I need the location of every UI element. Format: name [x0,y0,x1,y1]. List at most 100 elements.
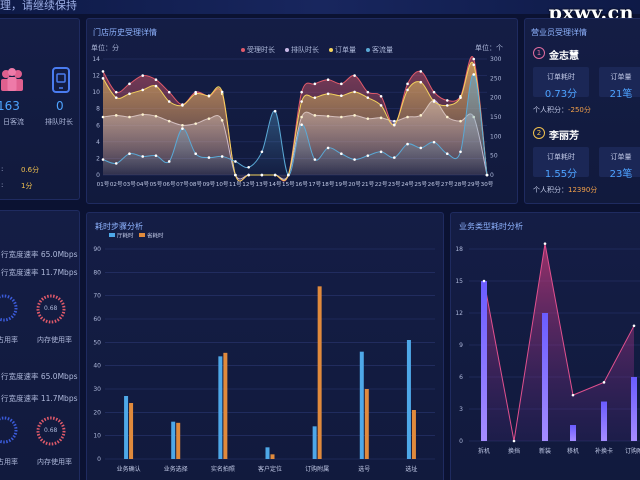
cpu-label: 占用率 [0,336,18,344]
series-point [287,173,290,177]
bar [270,454,275,459]
biz-chart-title: 业务类型耗时分析 [459,222,523,231]
series-point [167,90,171,94]
queue-label: 排队时长 [45,118,73,126]
score-value: -250分 [568,106,591,114]
x-tick-label: 06号 [163,181,176,188]
x-tick-label: 05号 [150,181,163,188]
bar [129,403,134,459]
line-area [484,243,634,441]
x-tick-label: 09号 [203,181,216,188]
x-tick-label: 27号 [441,181,454,188]
legend-swatch [109,233,115,237]
series-point [393,123,396,127]
bar [601,401,607,441]
series-point [419,80,423,84]
series-point [379,150,383,154]
history-legend: 受理时长 排队时长 订单量 客流量 [241,45,393,55]
x-tick-label: 12号 [242,181,255,188]
series-point [379,94,383,98]
big-flow-value: 163 [0,99,20,113]
series-point [154,84,158,88]
history-chart-title: 门店历史受理详情 [93,28,157,37]
legend-dot [366,48,370,52]
memory-gauge [36,416,66,446]
series-point [220,155,224,158]
series-area [103,74,487,176]
series-point [459,96,462,99]
y-tick-label: 18 [455,246,463,253]
series-point [181,104,184,107]
left-tick-label: 10 [92,89,100,96]
series-point [406,82,409,86]
series-point [234,160,237,163]
series-area [103,62,487,182]
y-tick-label: 60 [93,316,101,323]
x-tick-label: 17号 [309,181,322,188]
memory-gauge [36,294,66,324]
legend-item[interactable]: 受理时长 [241,45,275,55]
x-tick-label: 24号 [401,181,414,188]
bar [411,410,416,459]
series-point [194,152,197,156]
memory-label: 内存使用率 [37,336,72,344]
series-point [207,156,211,159]
series-point [167,160,171,163]
order-time-value: 0.73分 [544,89,578,100]
series-point [406,142,409,146]
series-point [260,150,264,154]
bar [124,396,129,459]
row1-value: 0.6分 [21,166,40,174]
order-time-box: 订单耗时 0.73分 [533,67,589,100]
y-tick-label: 30 [93,386,101,393]
series-point [459,150,462,154]
series-point [326,146,330,150]
series-point [445,104,449,107]
series-point [114,96,118,99]
series-point [167,100,171,103]
x-tick-label: 20号 [348,181,361,188]
series-point [379,104,383,107]
row1-bullet: : [1,165,4,173]
memory-label: 内存使用率 [37,458,72,466]
staff-title: 营业员受理详情 [531,28,587,37]
legend-item[interactable]: 客流量 [366,45,393,55]
y-tick-label: 90 [93,246,101,253]
legend-item[interactable]: 订单量 [329,45,356,55]
legend-item[interactable]: 排队时长 [285,45,319,55]
left-top-panel: 163 日客流 0 排队时长 : 0.6分 : 1分 [0,18,80,200]
right-tick-label: 100 [490,133,502,140]
x-tick-label: 01号 [97,181,110,188]
series-point [472,63,476,67]
order-time-label: 订单耗时 [547,153,575,161]
series-point [432,140,436,144]
score-label: 个人积分： [533,186,568,194]
x-tick-label: 选址 [405,465,417,473]
biz-bar-line-chart: 0 3 6 9 12 15 18 拆机 换挡 新装 移机 补换卡 订购附 [455,242,640,455]
legend-dot [241,48,245,52]
x-tick-label: 14号 [269,181,282,188]
x-tick-label: 13号 [256,181,269,188]
up-speed: 行宽度速率 11.7Mbps [1,268,78,277]
series-point [393,156,396,159]
x-tick-label: 23号 [388,181,401,188]
order-count-box: 订单量 21笔 [599,67,640,100]
series-point [340,82,343,86]
y-tick-label: 40 [93,363,101,370]
bar [171,421,176,459]
series-point [181,127,184,130]
score-label: 个人积分： [533,106,568,114]
down-speed: 行宽度速率 65.0Mbps [1,250,78,259]
personal-score: 个人积分：-250分 [533,105,591,115]
x-tick-label: 补换卡 [595,447,613,455]
series-point [340,94,343,98]
series-point [366,154,370,157]
order-time-value: 1.55分 [544,169,578,180]
history-line-chart: 0 2 4 6 8 10 12 14 0 50 100 150 200 250 300 01号 02号 03号 04… [92,56,502,188]
y-tick-label: 20 [93,409,101,416]
left-tick-label: 2 [96,155,100,162]
series-point [419,146,423,150]
y-tick-label: 3 [459,406,463,413]
bar [317,286,322,459]
order-count-value: 21笔 [609,89,633,100]
